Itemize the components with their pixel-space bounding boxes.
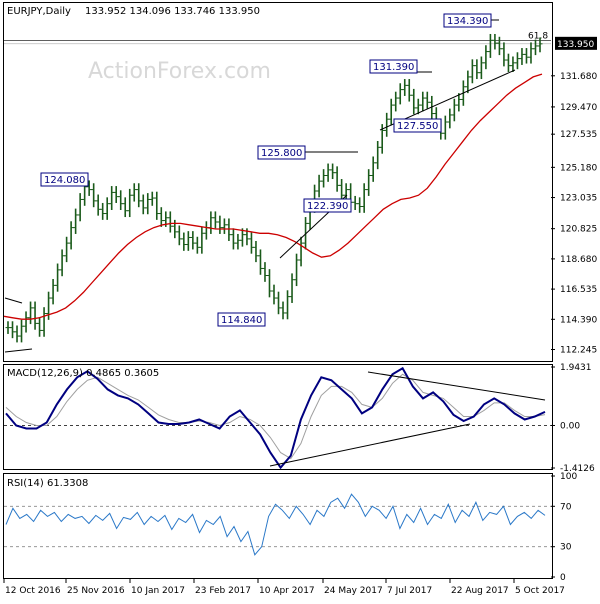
x-axis-tick-label: 25 Nov 2016	[67, 586, 125, 596]
macd-panel-frame	[3, 364, 553, 470]
fib-level-label: 61.8	[528, 31, 548, 41]
rsi-tick-label: 70	[560, 502, 572, 512]
x-axis-tick-label: 10 Apr 2017	[259, 586, 315, 596]
price-annotation-label: 131.390	[373, 62, 414, 73]
macd-tick-label: 1.9431	[560, 363, 592, 373]
price-tick-label: 120.825	[560, 225, 597, 235]
x-axis-tick-label: 23 Feb 2017	[195, 586, 251, 596]
price-annotation-label: 134.390	[447, 16, 488, 27]
price-annotation-label: 127.550	[397, 121, 438, 132]
price-tick-label: 125.180	[560, 163, 597, 173]
x-axis-tick-label: 12 Oct 2016	[5, 586, 61, 596]
rsi-line	[5, 493, 546, 556]
macd-trendline-falling	[367, 371, 546, 401]
price-panel-frame	[3, 2, 553, 362]
macd-title: MACD(12,26,9) 0.4865 0.3605	[7, 368, 159, 379]
x-axis-tick-label: 10 Jan 2017	[131, 586, 185, 596]
price-annotation-label: 124.080	[44, 175, 85, 186]
rsi-tick-label: 30	[560, 543, 572, 553]
price-annotation-box	[217, 312, 266, 327]
price-annotation-box	[393, 118, 442, 133]
x-axis-tick-label: 22 Aug 2017	[451, 586, 509, 596]
price-tick-label: 131.680	[560, 72, 597, 82]
price-tick-label: 129.470	[560, 103, 597, 113]
price-tick-label: 114.390	[560, 315, 597, 325]
price-annotation-box	[303, 198, 352, 213]
sma-line	[3, 73, 543, 320]
price-annotation-box	[40, 172, 89, 187]
rsi-panel-frame	[3, 473, 553, 579]
price-tick-label: 118.680	[560, 255, 597, 265]
macd-line	[5, 366, 546, 470]
price-annotation-label: 122.390	[307, 201, 348, 212]
current-price-box	[555, 36, 597, 50]
chart-symbol-label: EURJPY,Daily	[7, 6, 71, 17]
x-axis-tick-label: 24 May 2017	[324, 586, 383, 596]
price-annotation-box	[369, 59, 418, 74]
price-annotation-box	[443, 13, 492, 28]
price-tick-label: 112.245	[560, 346, 597, 356]
watermark-text: ActionForex.com	[88, 59, 271, 84]
rsi-title: RSI(14) 61.3308	[7, 478, 88, 489]
price-annotation-box	[257, 145, 306, 160]
x-axis-tick-label: 5 Oct 2017	[515, 586, 565, 596]
ohlc-readout: 133.952 134.096 133.746 133.950	[85, 6, 260, 17]
current-price-label: 133.950	[557, 40, 594, 50]
trendline-resistance-left	[4, 297, 23, 304]
rsi-tick-label: 0	[560, 573, 566, 583]
price-tick-label: 123.035	[560, 194, 597, 204]
trendline-support-left	[4, 348, 33, 353]
macd-tick-label: -1.4126	[560, 464, 595, 474]
price-tick-label: 116.535	[560, 285, 597, 295]
x-axis-tick-label: 7 Jul 2017	[387, 586, 432, 596]
macd-trendline-rising	[269, 423, 471, 467]
price-annotation-label: 114.840	[221, 315, 262, 326]
price-tick-label: 127.535	[560, 130, 597, 140]
macd-tick-label: 0.00	[560, 421, 580, 431]
price-annotation-label: 125.800	[261, 148, 302, 159]
rsi-tick-label: 100	[560, 472, 577, 482]
